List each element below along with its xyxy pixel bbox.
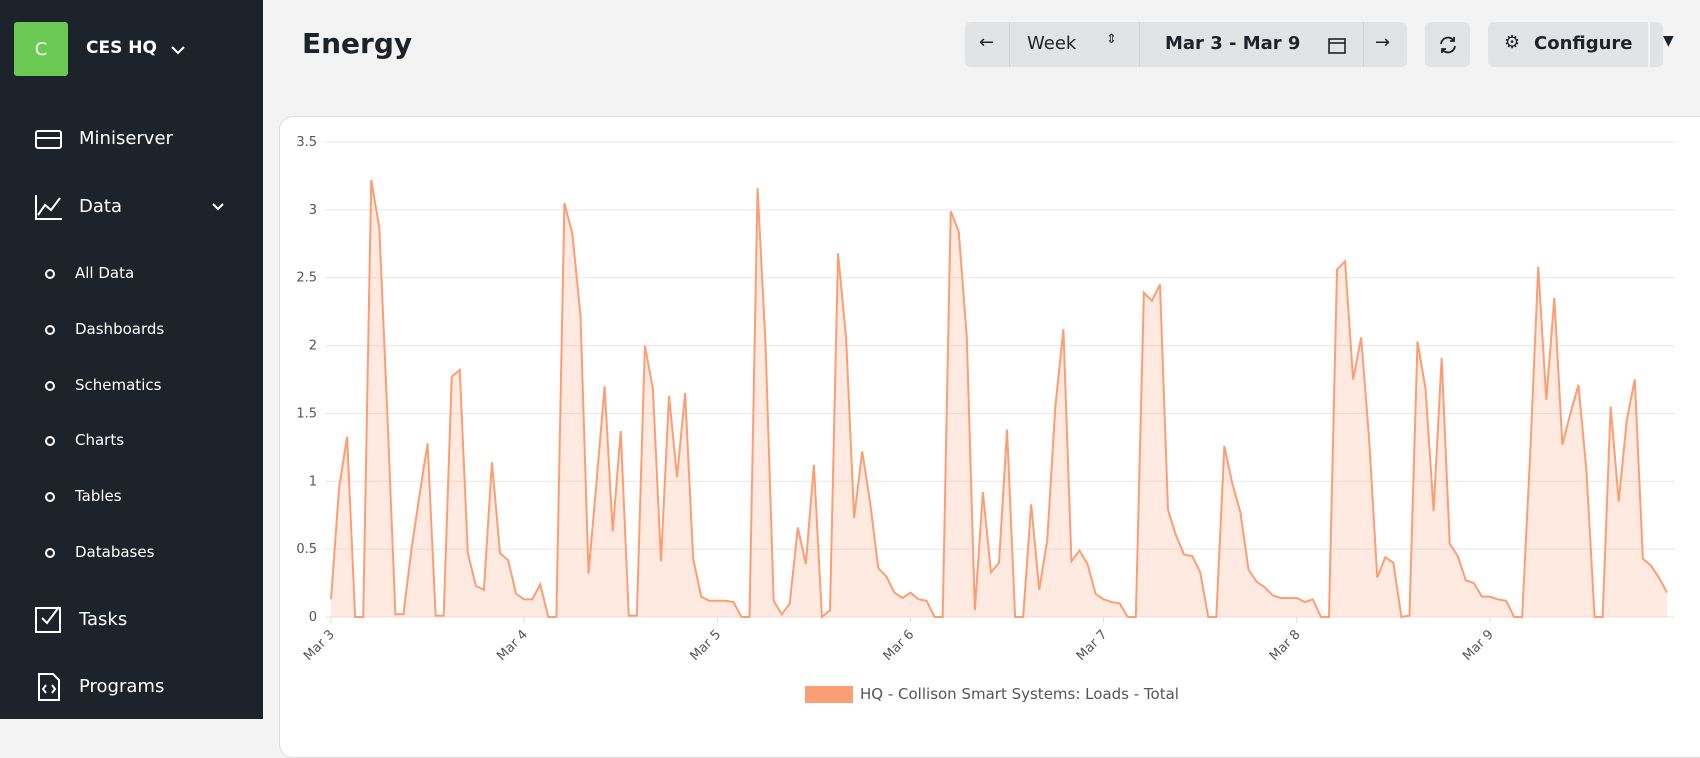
chart-card [279,116,1700,758]
x-tick-label: Mar 9 [1460,627,1497,664]
calendar-icon [1328,38,1346,54]
x-tick-label: Mar 6 [881,627,918,664]
sub-nav-item[interactable]: All Data [75,264,135,282]
icon [35,130,62,149]
date-range[interactable]: Mar 3 - Mar 9 [1165,33,1301,54]
x-tick-label: Mar 5 [687,627,724,664]
org-name[interactable]: CES HQ [86,38,157,58]
y-tick-label: 3.5 [296,135,317,150]
bullet [45,436,55,447]
sub-nav-item[interactable]: Schematics [75,375,162,394]
page-title: Energy [302,27,413,60]
bullet [45,324,55,335]
period-toolbar: ← Week ⇕ Mar 3 - Mar 9 → [965,22,1407,67]
nav-item[interactable]: Programs [79,676,165,697]
nav-item[interactable]: Data [79,196,122,217]
configure-label[interactable]: Configure [1534,33,1633,54]
org-logo[interactable]: C [14,22,68,76]
y-tick-label: 3 [309,203,317,218]
refresh-icon [1440,36,1456,54]
y-tick-label: 1 [309,474,317,489]
chart: 0 0.5 1 1.5 2 2.5 3 3.5 Mar 3 Mar 4 Mar 5 Mar 6 Mar … [296,135,1675,703]
legend-label: HQ - Collison Smart Systems: Loads - Tot… [860,685,1179,703]
next[interactable]: → [1375,32,1391,53]
dropdown[interactable]: ▼ [1663,33,1674,49]
x-tick-label: Mar 4 [494,627,531,664]
area [331,180,1667,617]
bullet [45,548,55,558]
sub-nav-item[interactable]: Databases [75,543,155,561]
chevron [212,203,224,211]
period-select[interactable]: Week [1027,33,1077,54]
prev[interactable]: ← [979,32,995,53]
y-tick-label: 2.5 [296,271,317,286]
icon [38,673,60,701]
configure-button[interactable]: ⚙ Configure ▼ [1488,22,1674,67]
bullet [45,269,55,279]
chevron [171,46,185,55]
refresh-button[interactable] [1425,22,1470,67]
y-tick-label: 0 [309,610,317,625]
bullet [45,492,55,503]
y-tick-label: 0.5 [296,542,317,557]
x-tick-label: Mar 3 [301,627,338,664]
icon [35,195,62,220]
y-tick-label: 2 [309,339,317,354]
sub-nav-item[interactable]: Dashboards [75,319,165,338]
select-arrows: ⇕ [1106,32,1117,47]
nav-item[interactable]: Miniserver [79,128,173,149]
gear-icon: ⚙ [1504,32,1521,53]
bullet [45,380,55,391]
x-tick-label: Mar 8 [1267,627,1304,664]
x-tick-label: Mar 7 [1074,627,1111,664]
y-tick-label: 1.5 [296,406,317,421]
legend-swatch [805,686,853,703]
sidebar: C CES HQ Miniserver Data All Data Dashboa… [0,0,263,719]
sub-nav-item[interactable]: Tables [75,487,122,506]
icon [35,606,61,633]
nav-item[interactable]: Tasks [79,609,128,630]
sub-nav-item[interactable]: Charts [75,431,125,450]
line [330,179,1668,620]
